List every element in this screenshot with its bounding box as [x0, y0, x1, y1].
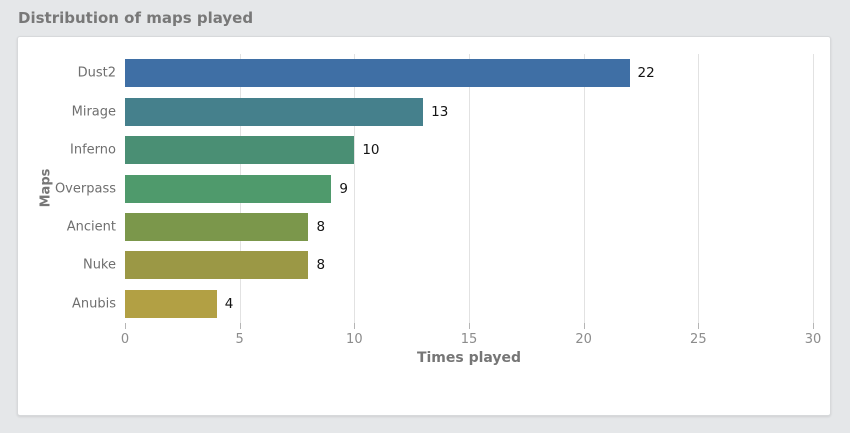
x-tick-mark-20 — [583, 323, 585, 329]
bar-value-nuke: 8 — [316, 257, 326, 274]
x-tick-label-10: 10 — [346, 332, 363, 347]
bar-value-ancient: 8 — [316, 218, 326, 235]
y-axis-label: Maps — [38, 168, 54, 208]
gridline-x-15 — [469, 54, 470, 323]
bar-mirage — [125, 97, 424, 126]
bar-nuke — [125, 251, 309, 280]
category-label-ancient: Ancient — [66, 219, 116, 235]
bar-overpass — [125, 174, 332, 203]
x-tick-label-5: 5 — [235, 332, 244, 347]
x-tick-mark-15 — [469, 323, 470, 329]
bar-value-mirage: 13 — [431, 103, 449, 120]
x-tick-mark-30 — [813, 323, 814, 329]
x-tick-mark-10 — [354, 323, 356, 329]
category-label-nuke: Nuke — [82, 257, 116, 273]
page-title: Distribution of maps played — [18, 9, 254, 27]
bar-ancient — [125, 212, 309, 241]
x-tick-mark-5 — [239, 323, 241, 329]
category-label-anubis: Anubis — [71, 296, 116, 312]
category-label-overpass: Overpass — [54, 181, 116, 196]
x-tick-label-25: 25 — [690, 332, 707, 347]
x-tick-label-30: 30 — [804, 332, 822, 347]
gridline-x-30 — [813, 54, 814, 323]
bar-anubis — [125, 289, 217, 318]
x-tick-mark-25 — [698, 323, 700, 329]
x-tick-label-20: 20 — [575, 332, 592, 347]
gridline-x-25 — [698, 54, 700, 323]
x-tick-label-15: 15 — [460, 332, 478, 347]
chart-card: Maps 22 13 10 9 8 8 4 Times played Dust2 Mirage… — [17, 36, 831, 416]
x-tick-mark-0 — [125, 323, 126, 329]
gridline-x-10 — [354, 54, 356, 323]
category-label-inferno: Inferno — [70, 142, 116, 158]
bar-value-dust2: 22 — [637, 65, 655, 82]
category-label-mirage: Mirage — [71, 104, 116, 120]
category-label-dust2: Dust2 — [77, 65, 116, 81]
bar-dust2 — [125, 59, 630, 88]
bar-value-anubis: 4 — [224, 295, 234, 312]
gridline-x-20 — [583, 54, 585, 323]
bar-inferno — [125, 136, 355, 165]
bar-value-inferno: 10 — [362, 142, 380, 159]
bar-value-overpass: 9 — [339, 180, 348, 197]
plot-area: 22 13 10 9 8 8 4 — [125, 54, 814, 323]
x-tick-label-0: 0 — [120, 332, 130, 347]
x-axis-label: Times played — [416, 350, 522, 366]
